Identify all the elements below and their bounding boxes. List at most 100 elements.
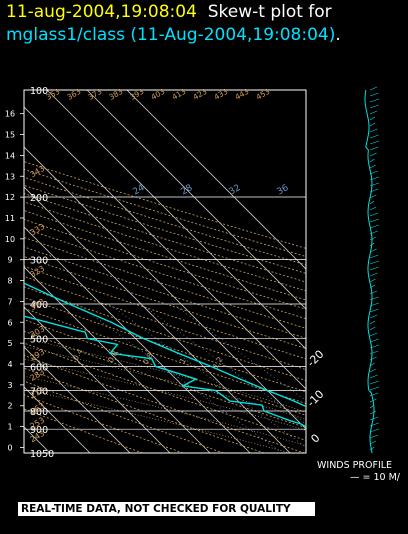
pressure-tick-label: 800 <box>30 407 48 418</box>
wind-barb <box>369 266 379 271</box>
isotherm-line <box>24 306 171 453</box>
wind-barb <box>369 188 379 193</box>
height-tick-label: 9 <box>7 256 12 265</box>
wind-barb <box>369 98 380 103</box>
height-tick-label: 14 <box>5 151 15 160</box>
moist-adiabat-line <box>24 375 306 447</box>
wind-barb <box>369 296 379 301</box>
pressure-tick-label: 200 <box>30 193 48 204</box>
height-tick-label: 8 <box>7 277 12 286</box>
wind-barb <box>369 440 377 445</box>
wind-barb <box>369 140 380 145</box>
dry-adiabat-line <box>24 161 306 249</box>
wind-profile-line <box>364 89 375 454</box>
wind-barb <box>369 242 375 247</box>
wind-barb <box>369 116 376 121</box>
wind-barb <box>369 212 379 217</box>
theta-moist-label: 0.4 <box>71 347 85 362</box>
pressure-tick-label: 900 <box>30 425 48 436</box>
mixing-ratio-label: 32 <box>228 183 243 197</box>
mixing-ratio-label: 24 <box>132 183 147 198</box>
isotherm-line <box>126 90 306 270</box>
wind-barb <box>369 194 377 199</box>
height-tick-label: 15 <box>5 131 15 140</box>
wind-barb <box>369 434 378 439</box>
title-station-dot: . <box>335 25 341 45</box>
wind-barb <box>369 362 375 367</box>
height-tick-label: 6 <box>7 318 12 327</box>
wind-barb <box>369 428 379 433</box>
wind-barb <box>369 404 375 409</box>
wind-barb <box>369 110 378 115</box>
moist-adiabat-line <box>24 337 306 413</box>
wind-barb <box>369 350 379 355</box>
wind-barb <box>369 314 378 319</box>
isotherm-line <box>24 146 306 430</box>
right-temp-tick-label: 0 <box>308 431 322 445</box>
title-station: mglass1/class (11-Aug-2004,19:08:04) <box>6 25 336 45</box>
wind-barb <box>369 320 376 325</box>
pressure-tick-label: 400 <box>30 300 48 311</box>
wind-barb <box>369 260 380 265</box>
wind-barb <box>369 170 378 175</box>
wind-barb <box>369 326 376 331</box>
wind-barb <box>369 158 375 163</box>
isotherm-line <box>24 386 91 453</box>
wind-barb <box>369 416 378 421</box>
height-tick-label: 0 <box>7 443 12 452</box>
wind-barb <box>369 284 375 289</box>
isotherm-line <box>46 90 306 350</box>
dry-adiabat-line <box>24 342 306 441</box>
wind-barb <box>369 200 375 205</box>
height-tick-label: 11 <box>5 214 15 223</box>
wind-barb <box>369 374 378 379</box>
wind-barb <box>369 128 378 133</box>
winds-profile-label: WINDS PROFILE <box>317 460 393 471</box>
theta-moist-label: 1.2 <box>211 355 225 370</box>
pressure-tick-label: 500 <box>30 334 48 345</box>
wind-barb <box>369 398 377 403</box>
height-tick-label: 13 <box>5 172 15 181</box>
theta-label: 413 <box>171 87 188 102</box>
wind-barb <box>369 254 379 259</box>
wind-barb <box>369 410 377 415</box>
height-tick-label: 7 <box>7 297 12 306</box>
title-plot-label: Skew-t plot for <box>207 2 332 22</box>
wind-barb <box>369 338 379 343</box>
isotherm-line <box>0 90 10 453</box>
quality-notice: REAL-TIME DATA, NOT CHECKED FOR QUALITY <box>18 502 315 516</box>
pressure-tick-label: 1050 <box>30 449 54 460</box>
theta-moist-label: 1 <box>178 356 188 365</box>
theta-label: 403 <box>150 87 167 102</box>
theta-label: 453 <box>255 87 272 102</box>
wind-barb <box>369 122 376 127</box>
wind-barb <box>369 176 379 181</box>
wind-barb <box>369 422 379 427</box>
wind-barb <box>369 152 377 157</box>
height-tick-label: 10 <box>5 235 15 244</box>
dry-adiabat-line <box>24 168 306 257</box>
isotherm-line <box>24 346 131 453</box>
wind-barb <box>369 356 377 361</box>
wind-barb <box>369 224 379 229</box>
theta-label: 333 <box>29 222 47 237</box>
theta-label: 373 <box>87 87 104 102</box>
theta-label: 383 <box>108 87 125 102</box>
wind-barb <box>369 164 376 169</box>
height-tick-label: 2 <box>7 402 12 411</box>
isotherm-line <box>24 266 211 453</box>
dry-adiabat-line <box>24 286 306 381</box>
wind-barb <box>369 104 379 109</box>
height-tick-label: 4 <box>7 360 12 369</box>
dry-adiabat-line <box>24 193 306 283</box>
theta-label: 443 <box>234 87 251 102</box>
right-temp-tick-label: -20 <box>305 348 327 370</box>
wind-barb <box>369 146 379 151</box>
right-temp-tick-label: -10 <box>305 388 327 410</box>
pressure-tick-label: 300 <box>30 256 48 267</box>
chart-title: 11-aug-2004,19:08:04 Skew-t plot for <box>6 2 332 22</box>
wind-barb <box>369 368 376 373</box>
plot-frame <box>23 89 307 454</box>
wind-barb <box>369 236 377 241</box>
